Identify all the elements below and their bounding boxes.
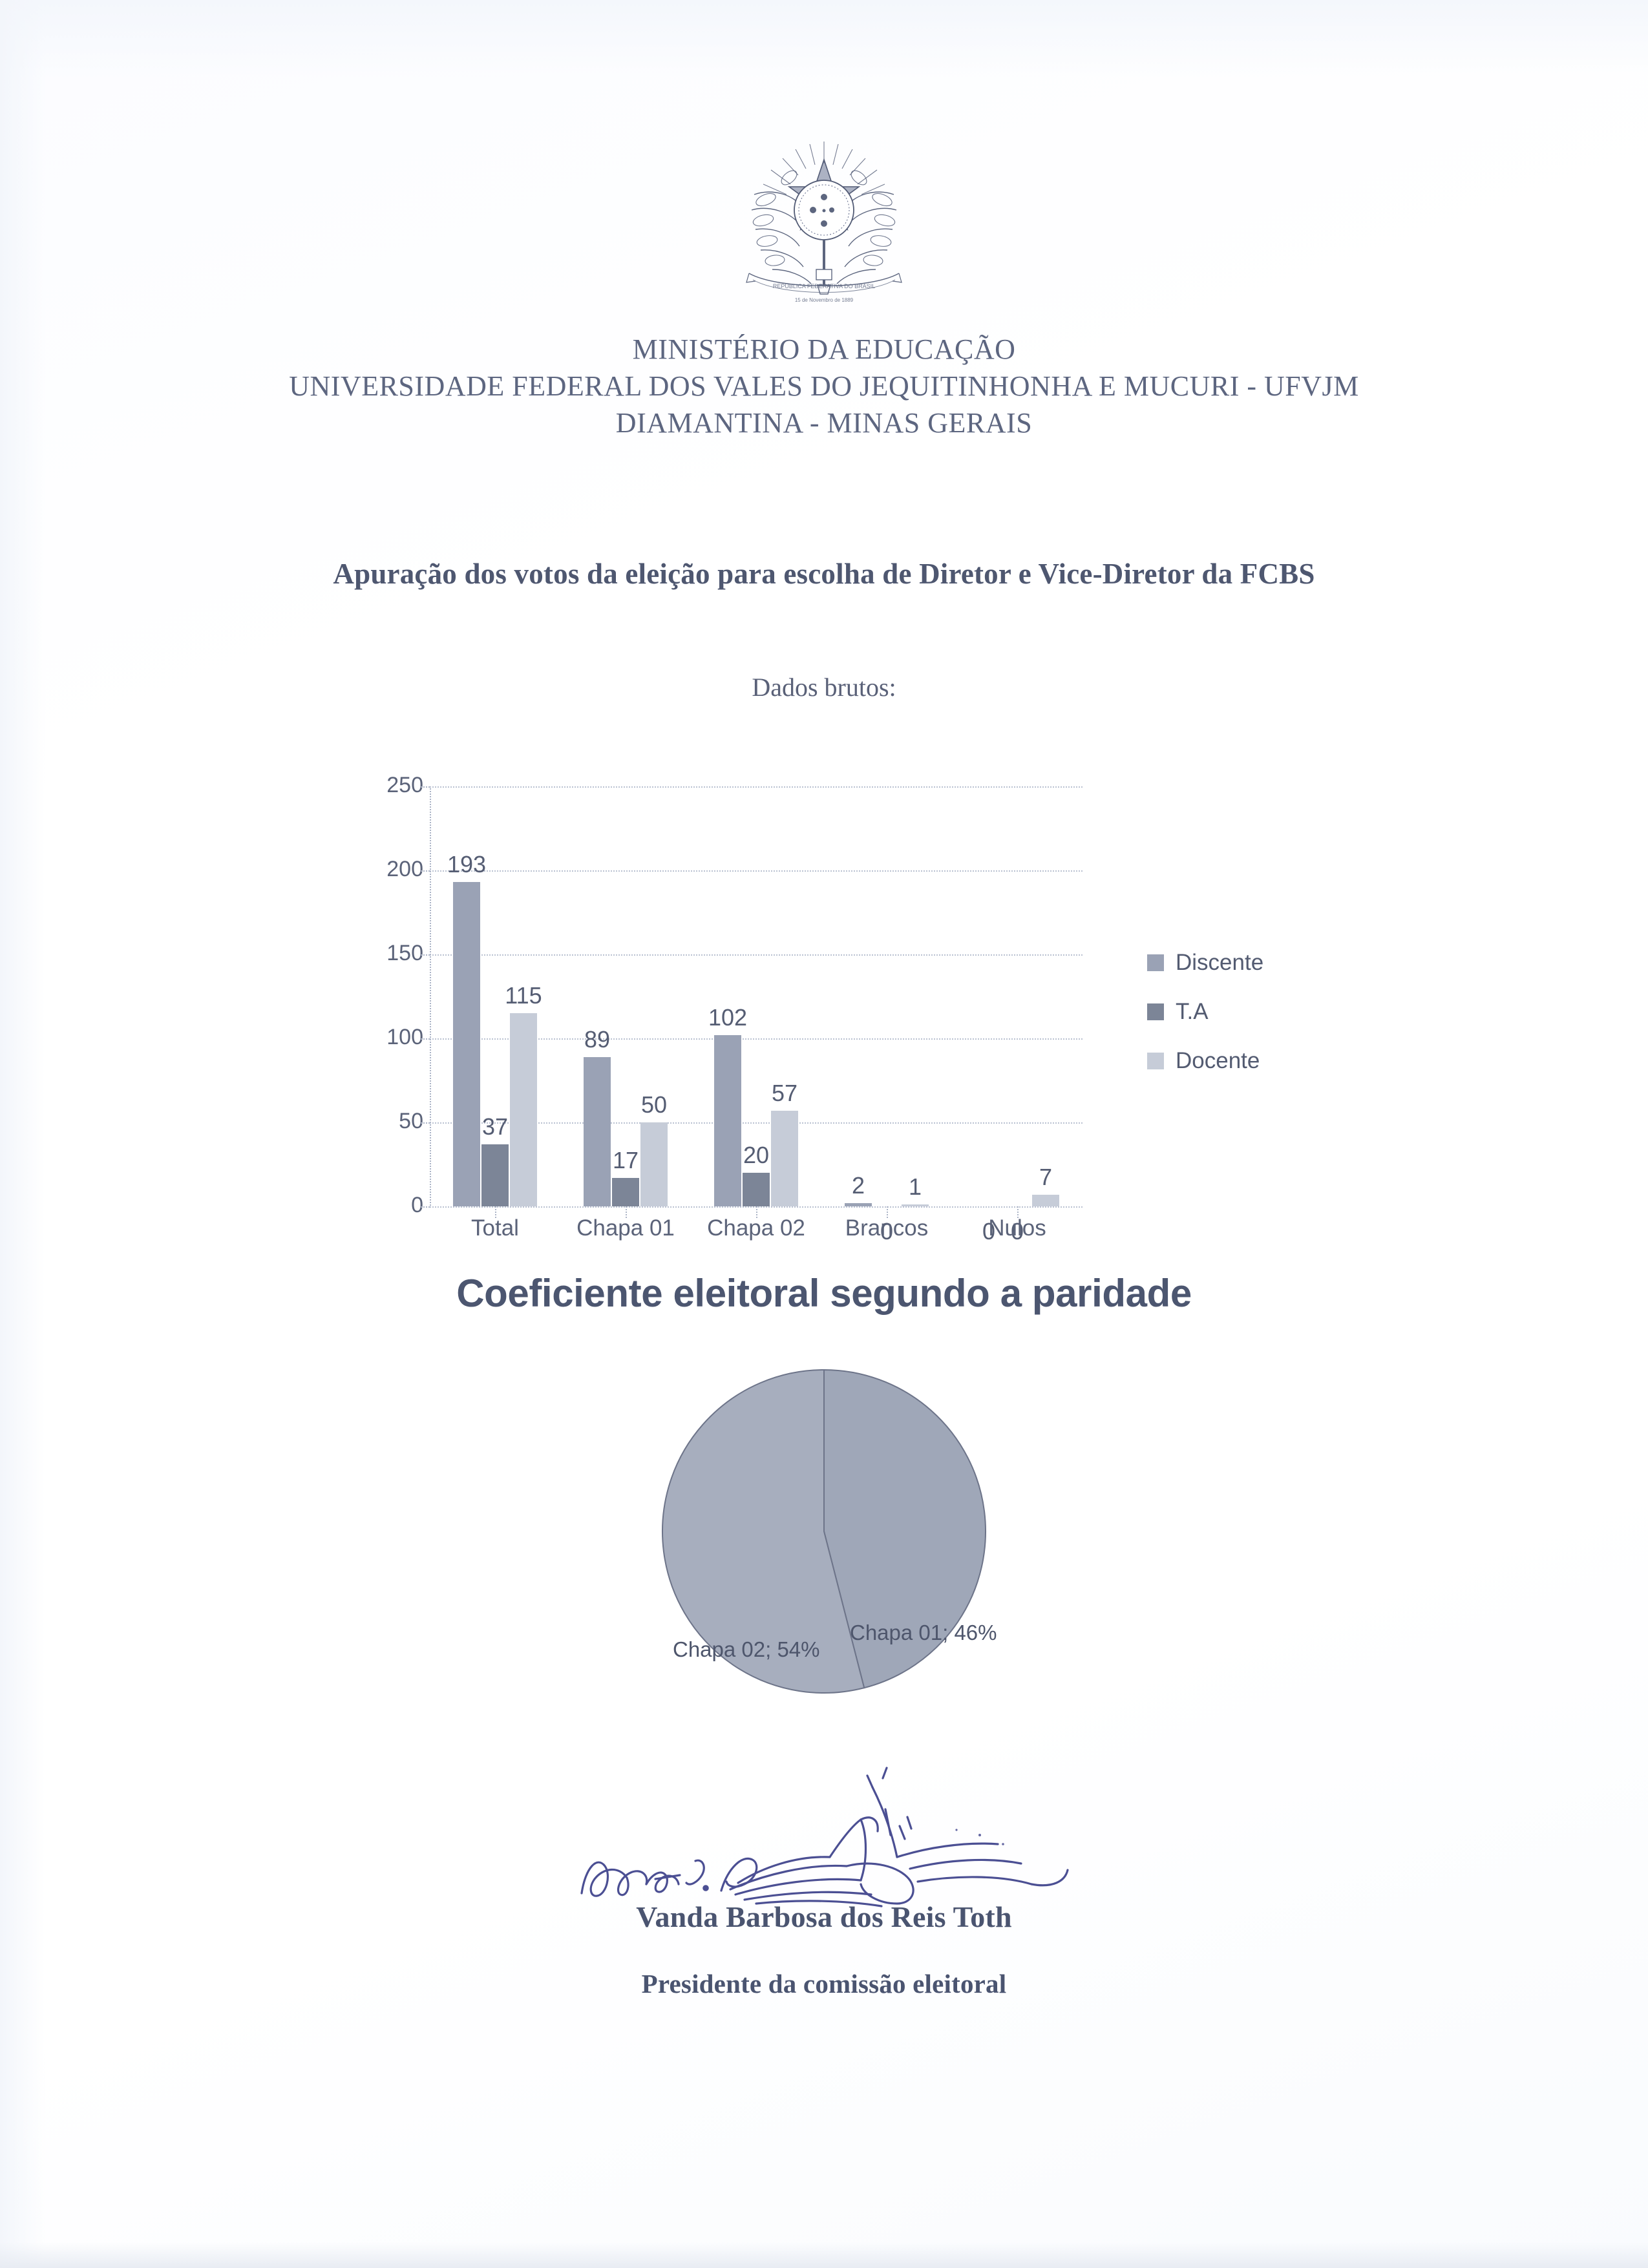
gridline [430, 954, 1083, 956]
y-axis-tick-label: 150 [386, 941, 423, 965]
bar-t-a-total: 37 [481, 1113, 509, 1206]
bar-value-label: 50 [640, 1091, 668, 1118]
x-axis-tick-mark [495, 1206, 496, 1218]
y-axis-tick-label: 0 [411, 1193, 423, 1217]
legend-label: T.A [1176, 999, 1209, 1024]
bar-t-a-chapa-01: 17 [612, 1147, 639, 1206]
bar-docente-total: 115 [505, 982, 542, 1206]
gridline [430, 786, 1083, 788]
legend-label: Discente [1176, 950, 1264, 975]
y-axis-tick-mark [421, 954, 430, 956]
bar-value-label: 102 [708, 1003, 748, 1031]
gridline [430, 870, 1083, 872]
bar-chart-legend: Discente T.A Docente [1147, 950, 1263, 1097]
y-axis-tick-mark [421, 1038, 430, 1040]
bar-value-label: 2 [851, 1171, 865, 1199]
bar-docente-brancos: 1 [902, 1173, 929, 1206]
legend-item: Docente [1147, 1048, 1263, 1074]
bar-value-label: 193 [447, 851, 487, 878]
legend-swatch-icon [1147, 954, 1164, 971]
bar-docente-nulos: 7 [1032, 1164, 1059, 1206]
legend-item: Discente [1147, 950, 1263, 976]
x-axis-tick-mark [626, 1206, 627, 1218]
scan-edge-bottom [0, 2242, 1648, 2268]
pie-chart: Chapa 01; 46% Chapa 02; 54% [656, 1363, 997, 1699]
bar-value-label: 57 [771, 1079, 798, 1106]
city-line: DIAMANTINA - MINAS GERAIS [615, 407, 1033, 439]
svg-text:REPÚBLICA FEDERATIVA DO BRASIL: REPÚBLICA FEDERATIVA DO BRASIL [773, 283, 875, 289]
y-axis-tick-mark [421, 870, 430, 872]
signature-image [569, 1706, 1176, 1919]
signer-role: Presidente da comissão eleitoral [641, 1969, 1007, 1999]
legend-swatch-icon [1147, 1003, 1164, 1020]
bar-value-label: 20 [743, 1142, 770, 1168]
legend-label: Docente [1176, 1048, 1260, 1073]
bar-docente-chapa-01: 50 [640, 1091, 668, 1206]
y-axis-tick-label: 200 [386, 857, 423, 881]
x-axis-tick-mark [756, 1206, 757, 1218]
bar-value-label: 89 [584, 1025, 611, 1053]
gridline [430, 1038, 1083, 1040]
y-axis-tick-mark [421, 786, 430, 788]
section-subtitle: Dados brutos: [752, 673, 896, 702]
legend-item: T.A [1147, 999, 1263, 1025]
bar-group: 89 17 50 [584, 786, 668, 1206]
bar-t-a-chapa-02: 20 [743, 1142, 770, 1206]
institution-header: MINISTÉRIO DA EDUCAÇÃO UNIVERSIDADE FEDE… [0, 331, 1648, 442]
bar-discente-chapa-02: 102 [708, 1004, 747, 1206]
page-title: Apuração dos votos da eleição para escol… [333, 558, 1315, 590]
bar-value-label: 115 [505, 982, 542, 1009]
bar-discente-chapa-01: 89 [584, 1026, 611, 1206]
pie-slice-label-chapa01: Chapa 01; 46% [850, 1621, 997, 1644]
bar-value-label: 0 [880, 1218, 894, 1244]
university-line: UNIVERSIDADE FEDERAL DOS VALES DO JEQUIT… [289, 370, 1359, 403]
pie-chart-title: Coeficiente eleitoral segundo a paridade [456, 1272, 1192, 1315]
y-axis-tick-label: 50 [399, 1109, 423, 1133]
bar-discente-total: 193 [447, 851, 486, 1206]
bar-value-label: 17 [612, 1146, 639, 1173]
x-axis-category-label: Total [471, 1215, 519, 1241]
bar-docente-chapa-02: 57 [771, 1080, 798, 1206]
x-axis-tick-mark [887, 1206, 888, 1218]
bar-group: 193 37 115 [447, 786, 542, 1206]
bar-group: 102 20 57 [708, 786, 798, 1206]
y-axis-line [430, 786, 431, 1208]
brazil-coat-of-arms-icon: REPÚBLICA FEDERATIVA DO BRASIL 15 de Nov… [727, 132, 921, 326]
bar-value-label: 0 [982, 1218, 996, 1244]
pie-slice-chapa-02 [662, 1369, 865, 1694]
bar-chart-plot-area: 0 50 100 150 200 250 193 37 115 Total 89 17 50 Chapa … [386, 773, 1083, 1244]
pie-chart-svg [662, 1369, 986, 1694]
x-axis-category-label: Nulos [988, 1215, 1046, 1241]
bar-value-label: 37 [481, 1113, 509, 1140]
y-axis-tick-mark [421, 1206, 430, 1208]
ministry-line: MINISTÉRIO DA EDUCAÇÃO [632, 333, 1016, 365]
bar-discente-brancos: 2 [845, 1172, 872, 1206]
x-axis-tick-mark [1017, 1206, 1019, 1218]
legend-swatch-icon [1147, 1053, 1164, 1069]
gridline [430, 1122, 1083, 1124]
y-axis-tick-label: 250 [386, 773, 423, 797]
bar-value-label: 1 [908, 1173, 922, 1201]
pie-slice-label-chapa02: Chapa 02; 54% [673, 1637, 820, 1661]
scan-edge-top [0, 0, 1648, 78]
x-axis-category-label: Chapa 02 [707, 1215, 805, 1241]
pie-slice-chapa-01 [823, 1369, 986, 1689]
bar-value-label: 0 [1010, 1218, 1024, 1244]
x-axis-category-label: Chapa 01 [576, 1215, 675, 1241]
bar-value-label: 7 [1039, 1163, 1053, 1190]
y-axis-tick-label: 100 [386, 1025, 423, 1049]
signer-name: Vanda Barbosa dos Reis Toth [636, 1900, 1012, 1933]
y-axis-tick-mark [421, 1122, 430, 1124]
x-axis-category-label: Brancos [845, 1215, 929, 1241]
bar-chart: 0 50 100 150 200 250 193 37 115 Total 89 17 50 Chapa … [372, 772, 1289, 1244]
svg-text:15 de Novembro de 1889: 15 de Novembro de 1889 [795, 297, 854, 303]
